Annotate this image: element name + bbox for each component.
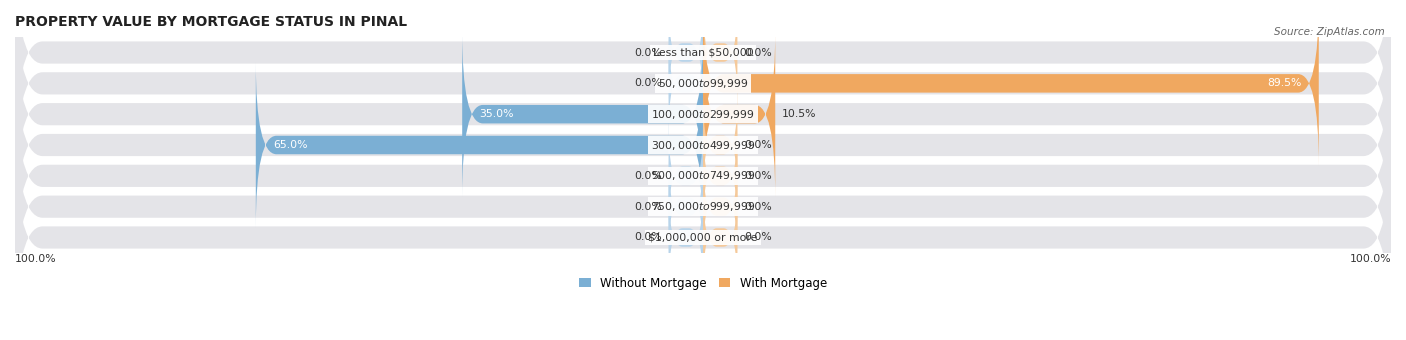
FancyBboxPatch shape [15, 33, 1391, 257]
Text: 89.5%: 89.5% [1267, 78, 1302, 88]
Text: Less than $50,000: Less than $50,000 [652, 48, 754, 57]
Text: 0.0%: 0.0% [634, 78, 662, 88]
FancyBboxPatch shape [669, 154, 703, 259]
Text: 0.0%: 0.0% [744, 202, 772, 212]
FancyBboxPatch shape [15, 64, 1391, 288]
FancyBboxPatch shape [15, 0, 1391, 195]
FancyBboxPatch shape [703, 31, 775, 198]
Text: $500,000 to $749,999: $500,000 to $749,999 [651, 169, 755, 182]
Text: 0.0%: 0.0% [744, 233, 772, 242]
Text: $300,000 to $499,999: $300,000 to $499,999 [651, 138, 755, 152]
FancyBboxPatch shape [15, 95, 1391, 319]
Text: 100.0%: 100.0% [15, 254, 56, 265]
FancyBboxPatch shape [703, 154, 737, 259]
Text: 35.0%: 35.0% [479, 109, 515, 119]
FancyBboxPatch shape [15, 2, 1391, 226]
Text: $1,000,000 or more: $1,000,000 or more [648, 233, 758, 242]
Text: $100,000 to $299,999: $100,000 to $299,999 [651, 108, 755, 121]
FancyBboxPatch shape [703, 0, 1319, 167]
FancyBboxPatch shape [703, 0, 737, 105]
FancyBboxPatch shape [463, 31, 703, 198]
Text: 0.0%: 0.0% [634, 48, 662, 57]
Legend: Without Mortgage, With Mortgage: Without Mortgage, With Mortgage [574, 272, 832, 294]
FancyBboxPatch shape [669, 123, 703, 228]
Text: 0.0%: 0.0% [634, 171, 662, 181]
Text: $750,000 to $999,999: $750,000 to $999,999 [651, 200, 755, 213]
Text: 0.0%: 0.0% [744, 171, 772, 181]
Text: 0.0%: 0.0% [744, 48, 772, 57]
FancyBboxPatch shape [703, 123, 737, 228]
Text: 65.0%: 65.0% [273, 140, 308, 150]
FancyBboxPatch shape [256, 62, 703, 228]
FancyBboxPatch shape [669, 31, 703, 136]
Text: 0.0%: 0.0% [744, 140, 772, 150]
FancyBboxPatch shape [669, 0, 703, 105]
Text: 0.0%: 0.0% [634, 233, 662, 242]
Text: Source: ZipAtlas.com: Source: ZipAtlas.com [1274, 27, 1385, 37]
Text: PROPERTY VALUE BY MORTGAGE STATUS IN PINAL: PROPERTY VALUE BY MORTGAGE STATUS IN PIN… [15, 15, 408, 29]
FancyBboxPatch shape [703, 185, 737, 290]
FancyBboxPatch shape [669, 185, 703, 290]
Text: 100.0%: 100.0% [1350, 254, 1391, 265]
Text: 0.0%: 0.0% [634, 202, 662, 212]
Text: 10.5%: 10.5% [782, 109, 817, 119]
FancyBboxPatch shape [15, 125, 1391, 340]
FancyBboxPatch shape [703, 92, 737, 198]
FancyBboxPatch shape [15, 0, 1391, 165]
Text: $50,000 to $99,999: $50,000 to $99,999 [658, 77, 748, 90]
